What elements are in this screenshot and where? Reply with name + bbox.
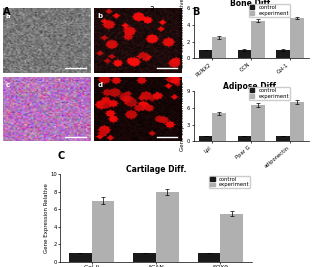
Bar xyxy=(251,105,265,141)
Bar xyxy=(156,192,178,262)
Text: A: A xyxy=(3,7,11,17)
Text: B: B xyxy=(192,7,199,17)
Bar xyxy=(238,136,251,141)
Text: C: C xyxy=(58,151,65,161)
Text: b: b xyxy=(97,14,102,19)
Bar xyxy=(199,136,212,141)
Text: a: a xyxy=(6,14,11,19)
Text: b: b xyxy=(150,87,155,96)
Legend: control, experiment: control, experiment xyxy=(249,4,290,17)
Bar xyxy=(199,50,212,58)
Bar xyxy=(276,136,290,141)
Legend: control, experiment: control, experiment xyxy=(209,175,251,189)
Title: Cartilage Diff.: Cartilage Diff. xyxy=(126,165,186,174)
Text: d: d xyxy=(97,82,102,88)
Bar xyxy=(134,253,156,262)
Bar xyxy=(69,253,92,262)
Bar xyxy=(276,50,290,58)
Bar xyxy=(220,214,243,262)
Title: Adipose Diff.: Adipose Diff. xyxy=(223,82,279,91)
Title: Bone Diff.: Bone Diff. xyxy=(230,0,273,8)
Y-axis label: Gene Expression Relative: Gene Expression Relative xyxy=(180,0,185,68)
Bar xyxy=(238,50,251,58)
Y-axis label: Gene Expression Relative: Gene Expression Relative xyxy=(180,81,185,151)
Bar xyxy=(212,37,226,58)
Bar xyxy=(290,18,304,58)
Text: a: a xyxy=(150,4,154,13)
Bar xyxy=(198,253,220,262)
Legend: control, experiment: control, experiment xyxy=(249,87,290,100)
Bar xyxy=(290,102,304,141)
Bar xyxy=(212,113,226,141)
Y-axis label: Gene Expression Relative: Gene Expression Relative xyxy=(44,183,49,253)
Bar xyxy=(251,21,265,58)
Bar xyxy=(92,201,114,262)
Text: c: c xyxy=(6,82,10,88)
